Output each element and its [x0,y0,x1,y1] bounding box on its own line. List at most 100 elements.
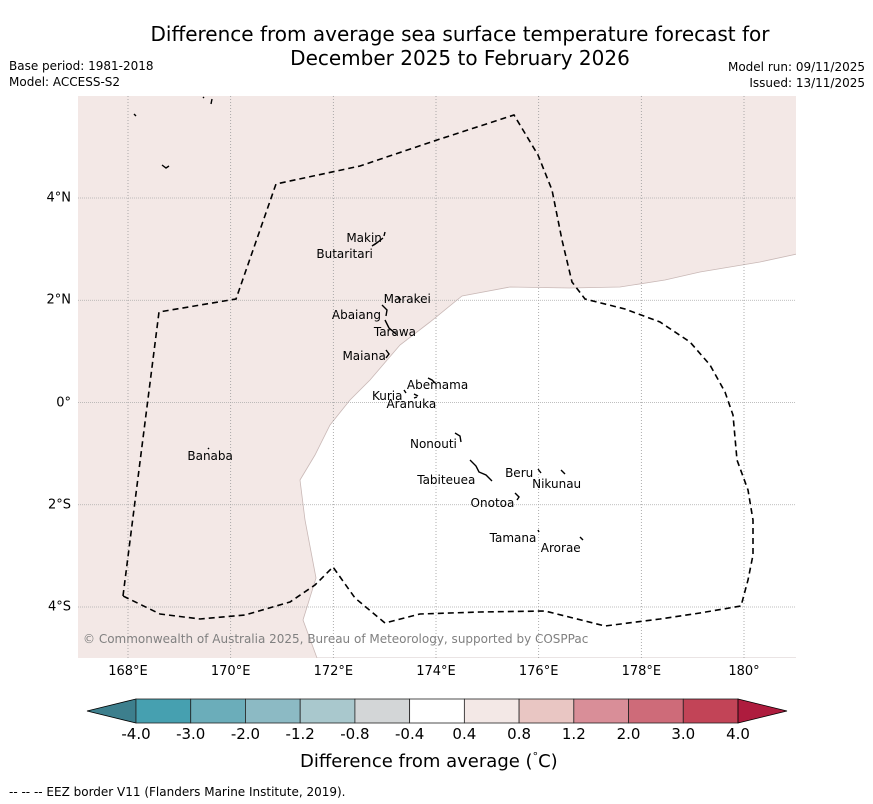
island-label-nonouti: Nonouti [409,437,457,452]
colorbar-tick-label: -3.0 [176,725,206,743]
atoll-outline [384,319,397,335]
colorbar-label: Difference from average (°C) [300,750,558,772]
atoll-outline [469,459,493,482]
colorbar-tick-label: 1.2 [561,725,586,743]
island-label-onotoa: Onotoa [470,496,515,511]
island-marakei [397,296,402,301]
island-label-abemama: Abemama [406,377,469,392]
island-tarawa [384,319,397,335]
atoll-outline [403,389,407,394]
atoll-outline [161,164,170,169]
colorbar-bin [299,698,356,724]
island-aranuka [413,393,419,399]
base-period: Base period: 1981-2018 [9,59,154,73]
gridlines [78,96,796,658]
colorbar-bin [245,698,301,724]
atoll-outline [537,468,542,474]
title-line-1: Difference from average sea surface temp… [150,22,770,46]
model-name: Model: ACCESS-S2 [9,75,121,89]
atoll-outline [133,113,137,117]
colorbar-tick-label: 2.0 [616,725,641,743]
island-onotoa [514,492,520,501]
lon-tick-label: 170°E [210,664,251,679]
island-label-tarawa: Tarawa [373,324,416,339]
island-nikunau [560,469,566,475]
atoll-outline [427,377,436,384]
island-label-makin: Makin [346,230,382,245]
island-banaba [207,447,210,450]
atoll-outline [560,469,566,475]
colorbar-tick-label: 0.4 [452,725,477,743]
model-run: Model run: 09/11/2025 [727,60,865,74]
island-label-kuria: Kuria [371,388,403,403]
lat-tick-label: 4°S [47,599,71,615]
lat-tick-label: 2°S [47,497,71,513]
atoll-outline [413,393,419,399]
colorbar-extend-min [86,698,137,724]
meta-left: Base period: 1981-2018 Model: ACCESS-S2 [9,58,154,90]
colorbar-bin [573,698,629,724]
island-maiana [385,349,390,359]
atoll-outline [202,96,213,105]
colorbar-tick-label: -0.8 [340,725,370,743]
island-label-butaritari: Butaritari [316,247,373,262]
island-abaiang [381,304,388,317]
island-tamana [537,529,540,533]
atoll-outline [385,349,390,359]
anomaly-region-neutral [299,253,796,658]
atoll-outline [381,304,388,317]
atoll-outline [514,492,520,501]
colorbar-tick-label: 3.0 [671,725,696,743]
colorbar-bin [409,698,465,724]
island-label-maiana: Maiana [342,349,386,364]
island-label-abaiang: Abaiang [331,307,381,322]
atoll-outline [454,432,462,443]
colorbar-extend-max [737,698,788,724]
eez-legend-note: -- -- -- EEZ border V11 (Flanders Marine… [9,785,346,799]
lon-tick-label: 174°E [416,664,456,679]
atoll-outline [537,529,540,533]
island-label-banaba: Banaba [187,449,233,464]
anomaly-layer [78,96,796,658]
colorbar-tick-label: 0.8 [507,725,532,743]
island-label-beru: Beru [505,466,534,481]
colorbar-tick-label: -0.4 [394,725,425,743]
atoll-outline [371,241,379,247]
lon-tick-label: 178°E [621,664,662,679]
map-panel [78,96,796,658]
island-islet-nw3 [202,96,213,105]
island-islet-nw1 [133,113,137,117]
island-abemama [427,377,436,384]
lat-tick-label: 4°N [46,190,72,206]
island-beru [537,468,542,474]
colorbar [86,698,788,724]
island-label-aranuka: Aranuka [386,397,437,412]
map-canvas [78,96,796,658]
eez-border-line [122,114,754,627]
island-label-marakei: Marakei [383,292,431,307]
issued-date: Issued: 13/11/2025 [749,76,865,90]
atoll-outline [207,447,210,450]
island-nonouti [454,432,462,443]
island-label-nikunau: Nikunau [532,477,582,492]
copyright-notice: © Commonwealth of Australia 2025, Bureau… [83,632,589,646]
atoll-outline [397,296,402,301]
colorbar-bin [354,698,411,724]
lat-tick-label: 0° [56,395,71,410]
colorbar-tick-label: -1.2 [285,725,315,743]
colorbar-label-prefix: Difference from average ( [300,751,533,772]
colorbar-bin [463,698,520,724]
colorbar-label-unit: C [538,751,551,772]
colorbar-tick-label: -2.0 [230,725,261,743]
colorbar-label-suffix: ) [550,751,558,772]
colorbar-bin [190,698,246,724]
islands [133,96,584,541]
colorbar-bin [135,698,192,724]
colorbar-bin [682,698,739,724]
meta-right: Model run: 09/11/2025 Issued: 13/11/2025 [728,59,865,91]
eez-border [122,114,754,627]
lat-tick-label: 2°N [46,292,72,308]
island-arorae [579,536,584,541]
island-tabiteuea [469,459,493,482]
island-label-tamana: Tamana [489,530,537,545]
